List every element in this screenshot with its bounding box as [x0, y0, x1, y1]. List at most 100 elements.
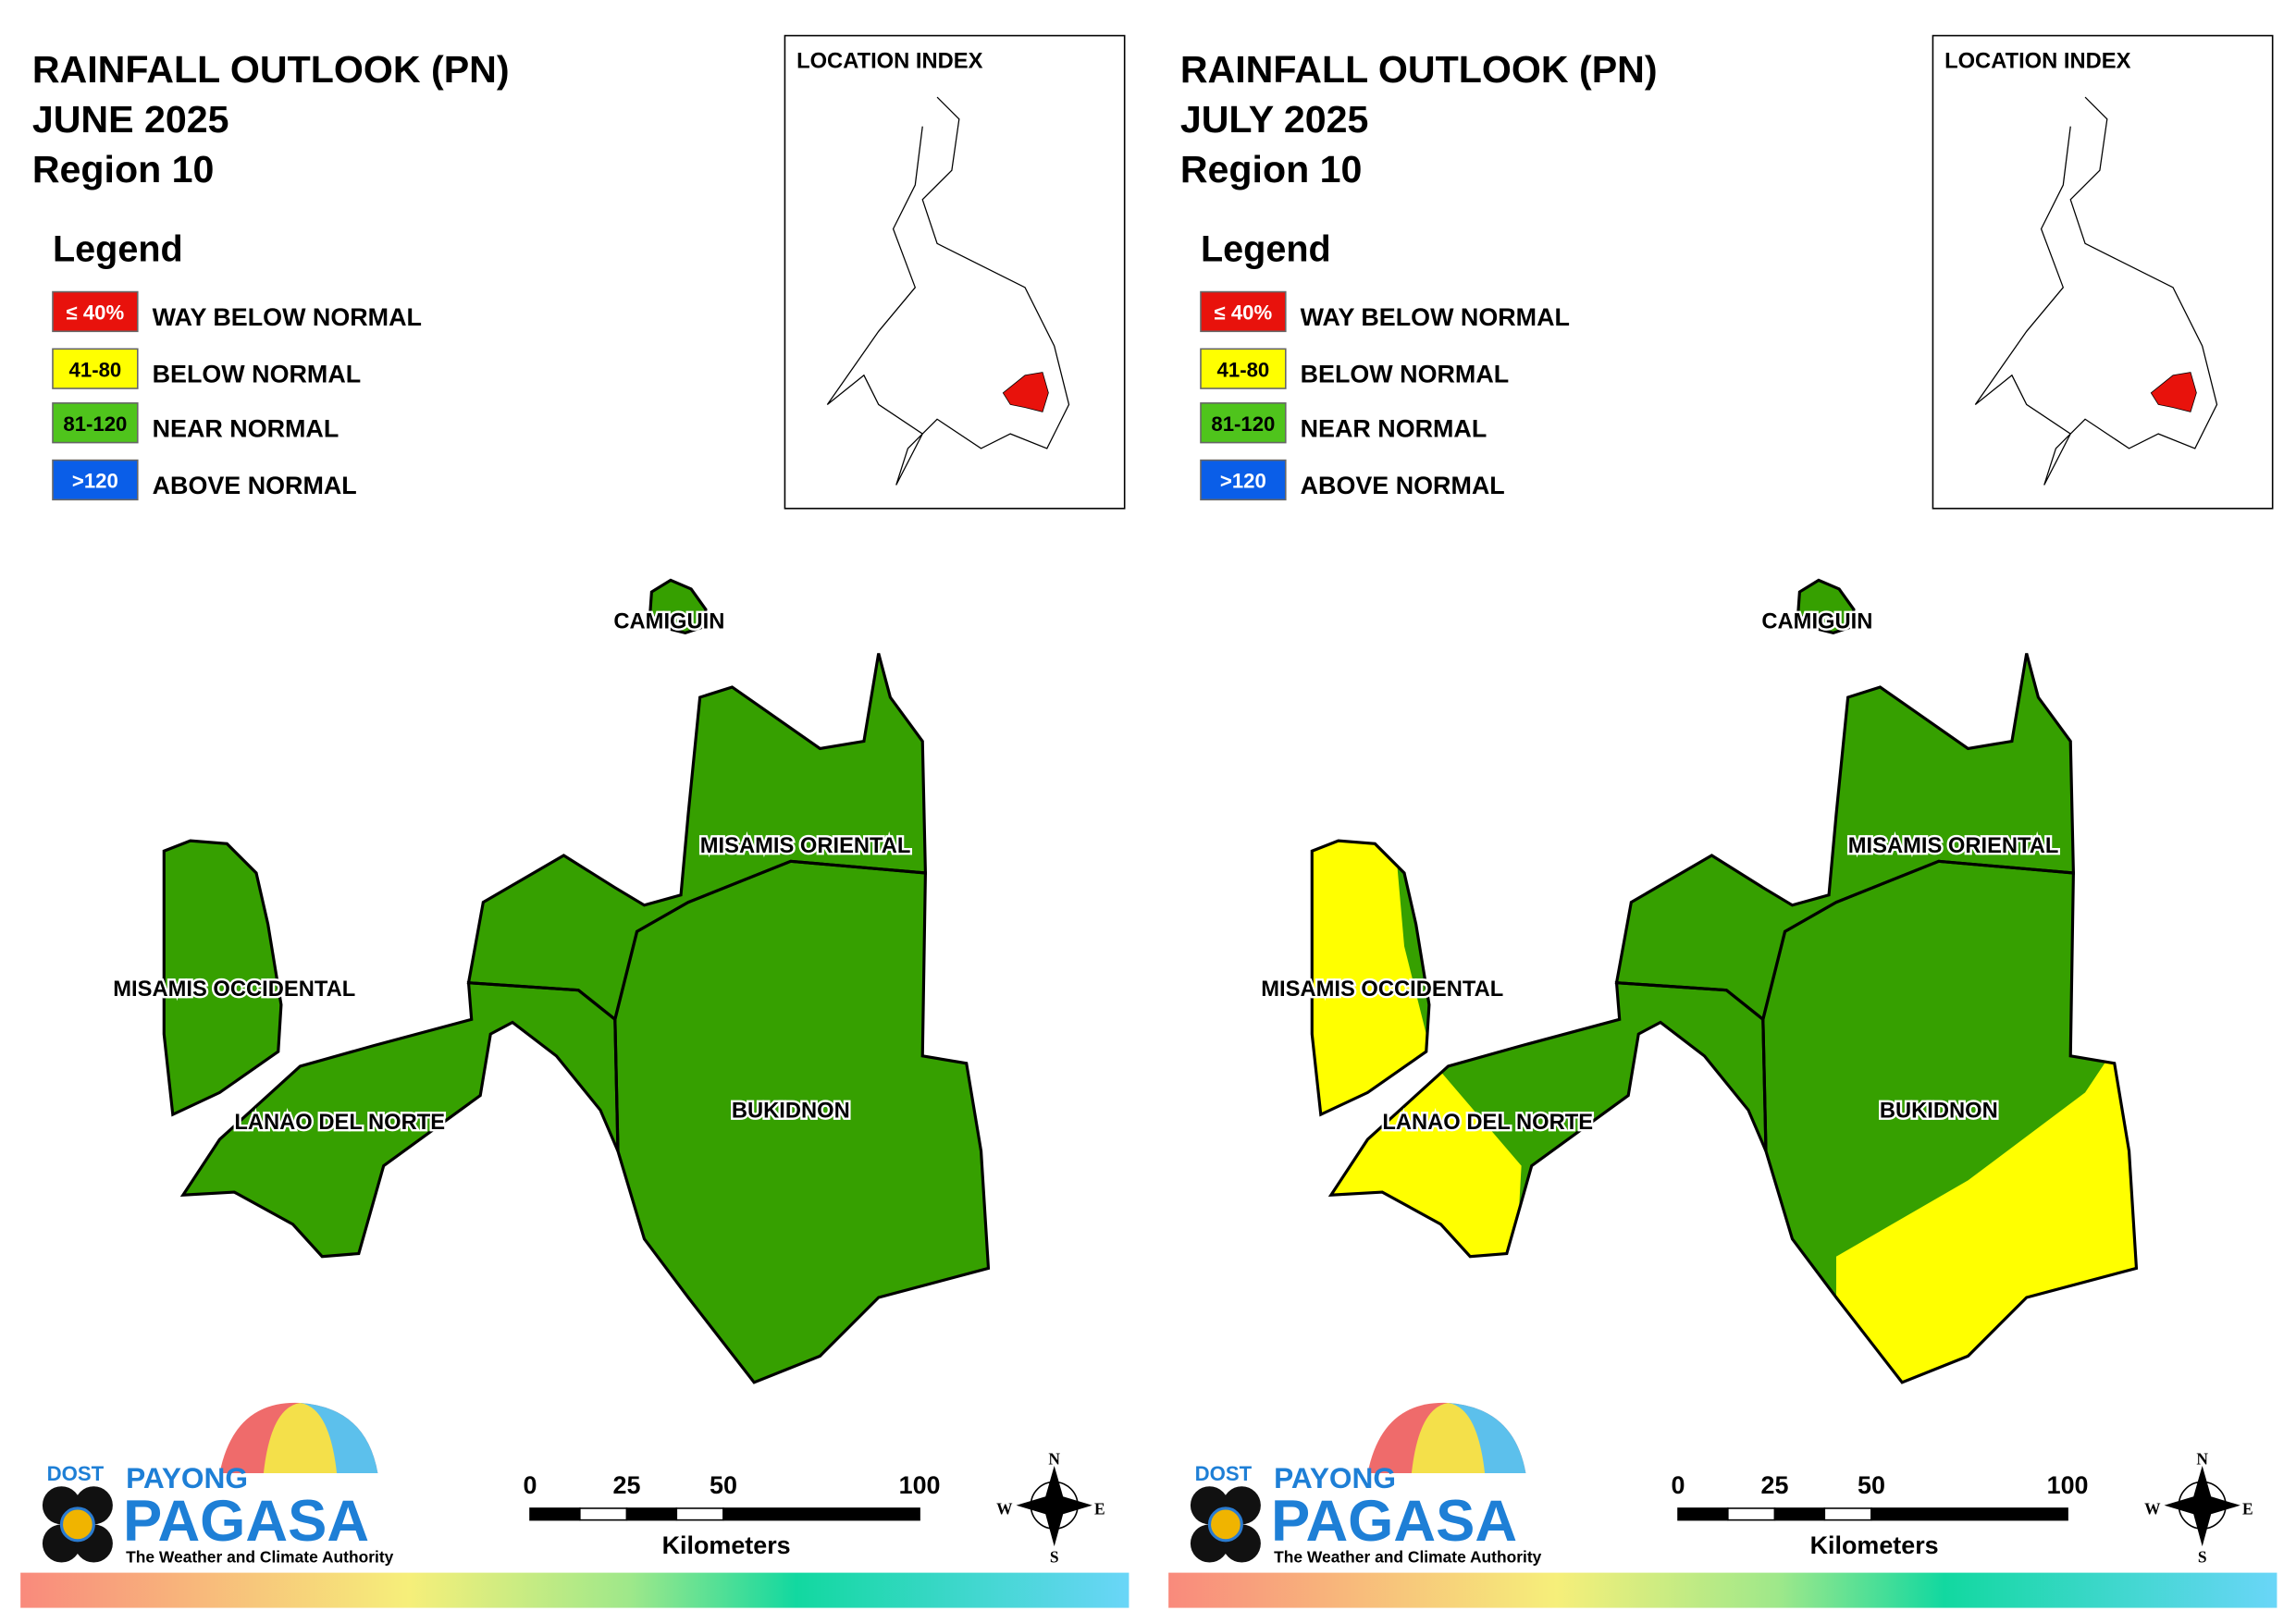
scale-segment	[1727, 1507, 1776, 1521]
legend-swatch	[52, 290, 139, 333]
legend-swatch-label: 81-120	[63, 412, 127, 436]
umbrella	[263, 1402, 338, 1473]
logo-pagasa: PAGASA	[123, 1489, 369, 1554]
logo-seal	[1207, 1506, 1243, 1543]
compass-label: W	[996, 1499, 1013, 1518]
province-label: CAMIGUIN	[613, 610, 724, 634]
map-title: JULY 2025	[1180, 98, 1369, 141]
province-area	[1797, 580, 1854, 633]
legend-title: Legend	[1201, 228, 1331, 269]
legend-swatch	[52, 402, 139, 444]
compass-ring	[1030, 1481, 1079, 1530]
legend-label: BELOW NORMAL	[1301, 361, 1510, 388]
scale-label: 25	[613, 1471, 641, 1499]
logo-payong: PAYONG	[1274, 1461, 1396, 1494]
color-band	[1168, 1572, 2277, 1608]
province-border	[1796, 578, 1856, 635]
logo-seal	[59, 1506, 95, 1543]
logo-tagline: The Weather and Climate Authority	[1274, 1548, 1541, 1567]
province-border	[1761, 859, 2139, 1384]
scale-label: 50	[1858, 1471, 1885, 1499]
province-label: MISAMIS OCCIDENTAL	[1261, 977, 1503, 1002]
compass-label: E	[2242, 1499, 2253, 1518]
legend-label: BELOW NORMAL	[153, 361, 362, 388]
map-title: JUNE 2025	[32, 98, 229, 141]
region-10-highlight	[1002, 372, 1049, 412]
legend-title: Legend	[53, 228, 183, 269]
province-area	[182, 982, 618, 1257]
region-10-highlight	[2150, 372, 2197, 412]
legend-swatch	[52, 348, 139, 389]
province-area	[164, 841, 281, 1115]
scale-segment	[675, 1507, 724, 1521]
province-area	[1616, 653, 2074, 1020]
location-index-frame	[784, 34, 1126, 510]
location-index-frame	[1932, 34, 2274, 510]
legend-swatch-label: >120	[1220, 470, 1266, 493]
scale-unit: Kilometers	[1810, 1531, 1939, 1559]
compass-label: N	[1048, 1449, 1060, 1468]
legend-swatch-label: 41-80	[69, 358, 122, 381]
legend-swatch-label: >120	[72, 470, 118, 493]
legend-swatch-label: 81-120	[1211, 412, 1275, 436]
legend-swatch	[1200, 402, 1287, 444]
legend-label: NEAR NORMAL	[153, 414, 339, 442]
scale-segment	[722, 1507, 920, 1521]
scale-label: 0	[524, 1471, 537, 1499]
legend-label: ABOVE NORMAL	[153, 472, 357, 499]
logo-dost: DOST	[47, 1462, 105, 1485]
legend-label: NEAR NORMAL	[1301, 414, 1487, 442]
compass-label: S	[2198, 1548, 2207, 1567]
scale-segment	[529, 1507, 581, 1521]
province-border	[1310, 839, 1431, 1117]
compass-ring	[2178, 1481, 2227, 1530]
map-title: Region 10	[32, 148, 215, 191]
logo-tagline: The Weather and Climate Authority	[126, 1548, 393, 1567]
province-label: MISAMIS ORIENTAL	[700, 834, 911, 858]
legend-label: ABOVE NORMAL	[1301, 472, 1505, 499]
scale-segment	[625, 1507, 678, 1521]
scale-label: 100	[2047, 1471, 2089, 1499]
province-border	[179, 980, 620, 1259]
province-border	[648, 578, 708, 635]
philippines-outline	[826, 96, 1070, 486]
compass-label: S	[1050, 1548, 1059, 1567]
scale-segment	[579, 1507, 628, 1521]
location-index-title: LOCATION INDEX	[1944, 49, 2130, 73]
province-label: LANAO DEL NORTE	[1382, 1111, 1593, 1135]
legend-swatch	[52, 459, 139, 501]
compass-label: E	[1094, 1499, 1105, 1518]
province-label: CAMIGUIN	[1761, 610, 1872, 634]
scale-label: 50	[710, 1471, 737, 1499]
province-area	[649, 580, 706, 633]
scale-segment	[1773, 1507, 1826, 1521]
scale-segment	[1823, 1507, 1872, 1521]
logo-payong: PAYONG	[126, 1461, 248, 1494]
compass-label: N	[2196, 1449, 2208, 1468]
legend-swatch	[1200, 290, 1287, 333]
umbrella	[1411, 1402, 1486, 1473]
legend-swatch-label: ≤ 40%	[1215, 301, 1273, 325]
province-area	[468, 653, 926, 1020]
province-label: BUKIDNON	[732, 1099, 850, 1123]
province-label: BUKIDNON	[1880, 1099, 1998, 1123]
scale-label: 100	[899, 1471, 941, 1499]
location-index-title: LOCATION INDEX	[796, 49, 982, 73]
scale-unit: Kilometers	[662, 1531, 791, 1559]
scale-label: 0	[1672, 1471, 1685, 1499]
legend-label: WAY BELOW NORMAL	[1301, 303, 1570, 331]
scale-label: 25	[1761, 1471, 1789, 1499]
map-title: RAINFALL OUTLOOK (PN)	[32, 48, 510, 91]
province-border	[613, 859, 991, 1384]
compass-label: W	[2144, 1499, 2161, 1518]
scale-segment	[1677, 1507, 1729, 1521]
province-area	[614, 861, 989, 1383]
panel: RAINFALL OUTLOOK (PN) JULY 2025 Region 10 L…	[1168, 34, 2277, 1608]
province-label: MISAMIS ORIENTAL	[1848, 834, 2059, 858]
logo-dost: DOST	[1195, 1462, 1253, 1485]
legend-swatch-label: ≤ 40%	[67, 301, 125, 325]
legend-swatch	[1200, 348, 1287, 389]
philippines-outline	[1974, 96, 2218, 486]
